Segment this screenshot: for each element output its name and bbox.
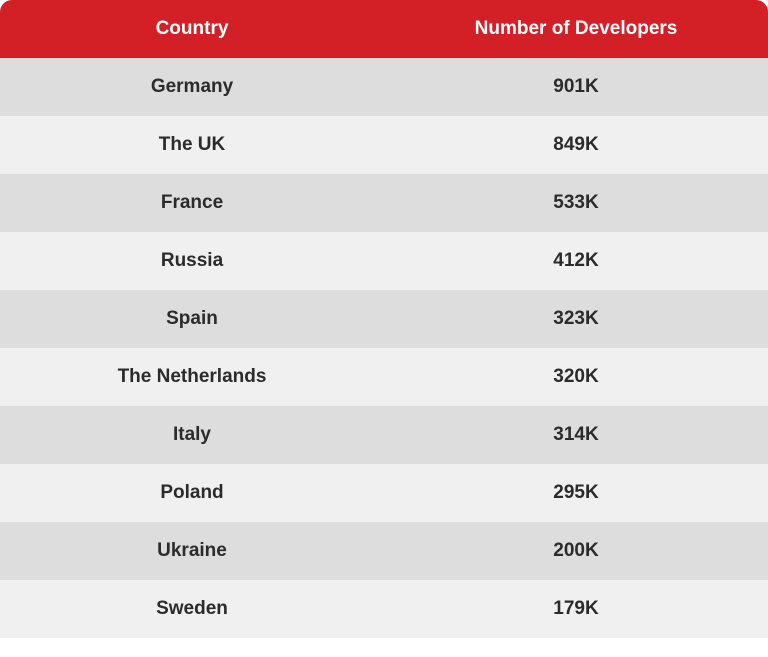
table-body: Germany 901K The UK 849K France 533K Rus… bbox=[0, 58, 768, 638]
table-header-row: Country Number of Developers bbox=[0, 0, 768, 58]
cell-value: 200K bbox=[384, 522, 768, 580]
cell-value: 314K bbox=[384, 406, 768, 464]
cell-value: 533K bbox=[384, 174, 768, 232]
cell-value: 179K bbox=[384, 580, 768, 638]
developers-table: Country Number of Developers Germany 901… bbox=[0, 0, 768, 638]
cell-country: Germany bbox=[0, 58, 384, 116]
table-row: Spain 323K bbox=[0, 290, 768, 348]
table-row: The UK 849K bbox=[0, 116, 768, 174]
table-row: Germany 901K bbox=[0, 58, 768, 116]
cell-country: The Netherlands bbox=[0, 348, 384, 406]
cell-country: The UK bbox=[0, 116, 384, 174]
cell-value: 849K bbox=[384, 116, 768, 174]
cell-country: Sweden bbox=[0, 580, 384, 638]
cell-value: 323K bbox=[384, 290, 768, 348]
table-row: Sweden 179K bbox=[0, 580, 768, 638]
cell-country: Spain bbox=[0, 290, 384, 348]
table-row: Russia 412K bbox=[0, 232, 768, 290]
cell-country: Italy bbox=[0, 406, 384, 464]
cell-value: 901K bbox=[384, 58, 768, 116]
table-row: The Netherlands 320K bbox=[0, 348, 768, 406]
cell-country: France bbox=[0, 174, 384, 232]
table-row: Italy 314K bbox=[0, 406, 768, 464]
cell-country: Russia bbox=[0, 232, 384, 290]
cell-country: Ukraine bbox=[0, 522, 384, 580]
table-row: France 533K bbox=[0, 174, 768, 232]
column-header-developers: Number of Developers bbox=[384, 0, 768, 58]
cell-value: 295K bbox=[384, 464, 768, 522]
table-row: Poland 295K bbox=[0, 464, 768, 522]
table-row: Ukraine 200K bbox=[0, 522, 768, 580]
cell-value: 320K bbox=[384, 348, 768, 406]
cell-country: Poland bbox=[0, 464, 384, 522]
column-header-country: Country bbox=[0, 0, 384, 58]
cell-value: 412K bbox=[384, 232, 768, 290]
